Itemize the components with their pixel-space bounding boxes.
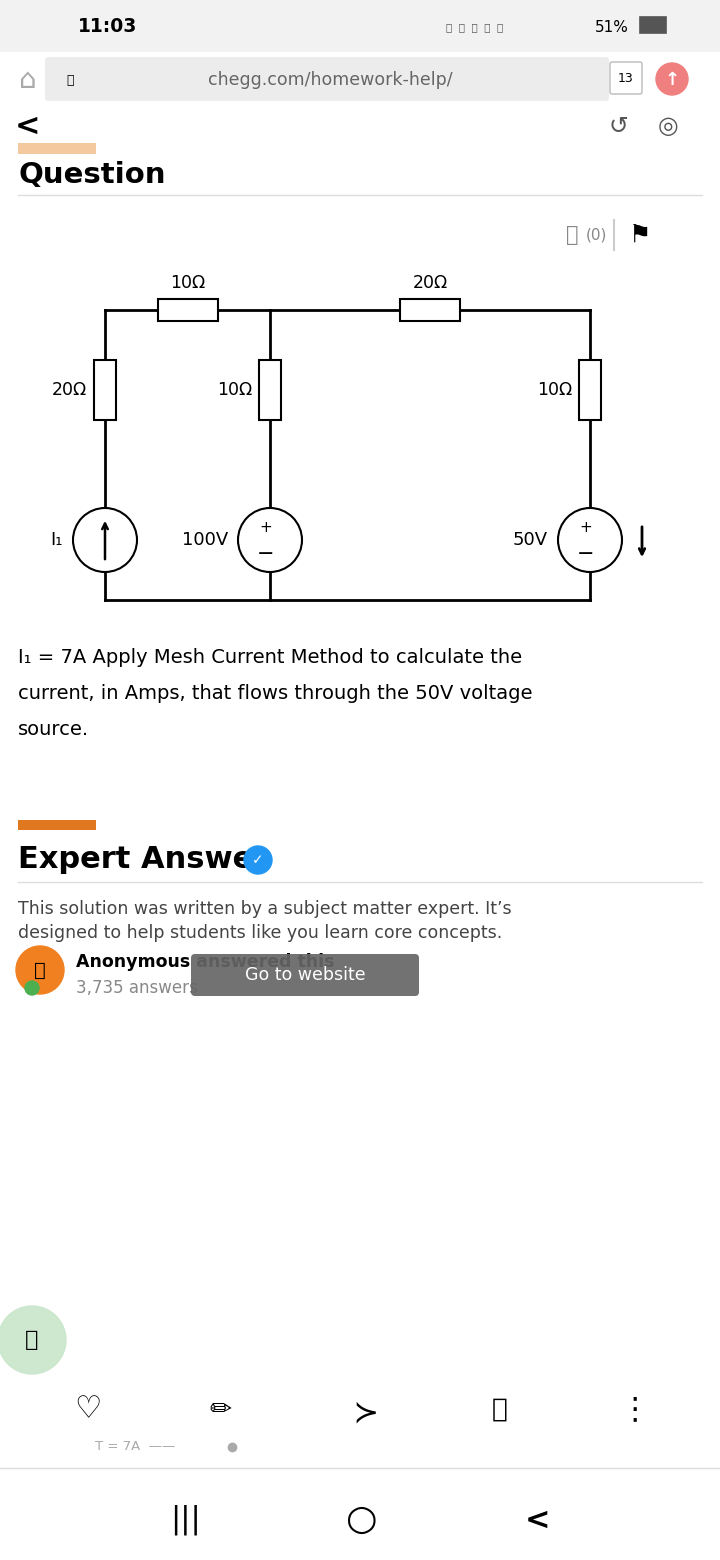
- Circle shape: [25, 981, 39, 995]
- Text: +: +: [580, 519, 593, 535]
- Bar: [259, 360, 281, 420]
- Text: 10Ω: 10Ω: [536, 381, 572, 399]
- Text: 10Ω: 10Ω: [217, 381, 252, 399]
- Text: −: −: [257, 544, 275, 565]
- Text: designed to help students like you learn core concepts.: designed to help students like you learn…: [18, 924, 503, 942]
- FancyBboxPatch shape: [610, 62, 642, 94]
- Text: ◎: ◎: [657, 114, 678, 137]
- Text: 🗑: 🗑: [492, 1398, 508, 1423]
- Text: (0): (0): [585, 228, 607, 242]
- Circle shape: [238, 509, 302, 573]
- Text: Expert Answer: Expert Answer: [18, 846, 269, 875]
- Bar: [579, 360, 601, 420]
- Bar: [640, 17, 666, 33]
- Text: ↑: ↑: [665, 72, 680, 89]
- Circle shape: [558, 509, 622, 573]
- Text: source.: source.: [18, 721, 89, 739]
- Text: Go to website: Go to website: [245, 966, 365, 984]
- Text: 50V: 50V: [513, 530, 548, 549]
- FancyBboxPatch shape: [191, 955, 419, 995]
- Text: ♡: ♡: [74, 1396, 102, 1424]
- Circle shape: [244, 846, 272, 874]
- Text: 👤: 👤: [34, 961, 46, 980]
- Text: <: <: [15, 111, 41, 140]
- Text: 13: 13: [618, 72, 634, 86]
- Text: |||: |||: [170, 1505, 200, 1535]
- Circle shape: [73, 509, 137, 573]
- Text: ⚑: ⚑: [629, 223, 651, 246]
- Text: 🔒: 🔒: [66, 73, 73, 86]
- Text: ✓: ✓: [252, 853, 264, 867]
- Text: 11:03: 11:03: [78, 17, 138, 36]
- FancyBboxPatch shape: [45, 58, 609, 101]
- Circle shape: [656, 62, 688, 95]
- Text: 51%: 51%: [595, 19, 629, 34]
- Text: <: <: [526, 1505, 551, 1535]
- Text: 100V: 100V: [181, 530, 228, 549]
- Bar: [18, 144, 96, 154]
- Text: This solution was written by a subject matter expert. It’s: This solution was written by a subject m…: [18, 900, 512, 917]
- Bar: [400, 300, 460, 321]
- Text: 3,735 answers: 3,735 answers: [76, 980, 198, 997]
- Text: chegg.com/homework-help/: chegg.com/homework-help/: [207, 72, 452, 89]
- Text: T = 7A  ——: T = 7A ——: [95, 1440, 175, 1454]
- Circle shape: [0, 1306, 66, 1374]
- Text: −: −: [577, 544, 595, 565]
- Text: ✏: ✏: [209, 1398, 231, 1423]
- Text: 🍪: 🍪: [25, 1331, 39, 1349]
- Text: ↺: ↺: [608, 114, 628, 137]
- Text: Question: Question: [18, 161, 166, 189]
- Text: I₁: I₁: [50, 530, 63, 549]
- Text: ⚿  ⏰  🔇  📶  📶: ⚿ ⏰ 🔇 📶 📶: [446, 22, 503, 33]
- Text: ⋮: ⋮: [620, 1396, 650, 1424]
- Text: 10Ω: 10Ω: [170, 275, 205, 292]
- Text: 20Ω: 20Ω: [413, 275, 448, 292]
- Text: 20Ω: 20Ω: [52, 381, 87, 399]
- Text: ≺: ≺: [347, 1396, 373, 1424]
- Text: current, in Amps, that flows through the 50V voltage: current, in Amps, that flows through the…: [18, 683, 533, 704]
- Text: 🔖: 🔖: [566, 225, 578, 245]
- Circle shape: [16, 945, 64, 994]
- Text: ○: ○: [346, 1502, 378, 1537]
- Text: ⌂: ⌂: [19, 66, 37, 94]
- Bar: [158, 300, 217, 321]
- Bar: [94, 360, 116, 420]
- Bar: [18, 821, 96, 830]
- Text: I₁ = 7A Apply Mesh Current Method to calculate the: I₁ = 7A Apply Mesh Current Method to cal…: [18, 647, 522, 668]
- Text: Anonymous answered this: Anonymous answered this: [76, 953, 335, 970]
- Text: +: +: [260, 519, 272, 535]
